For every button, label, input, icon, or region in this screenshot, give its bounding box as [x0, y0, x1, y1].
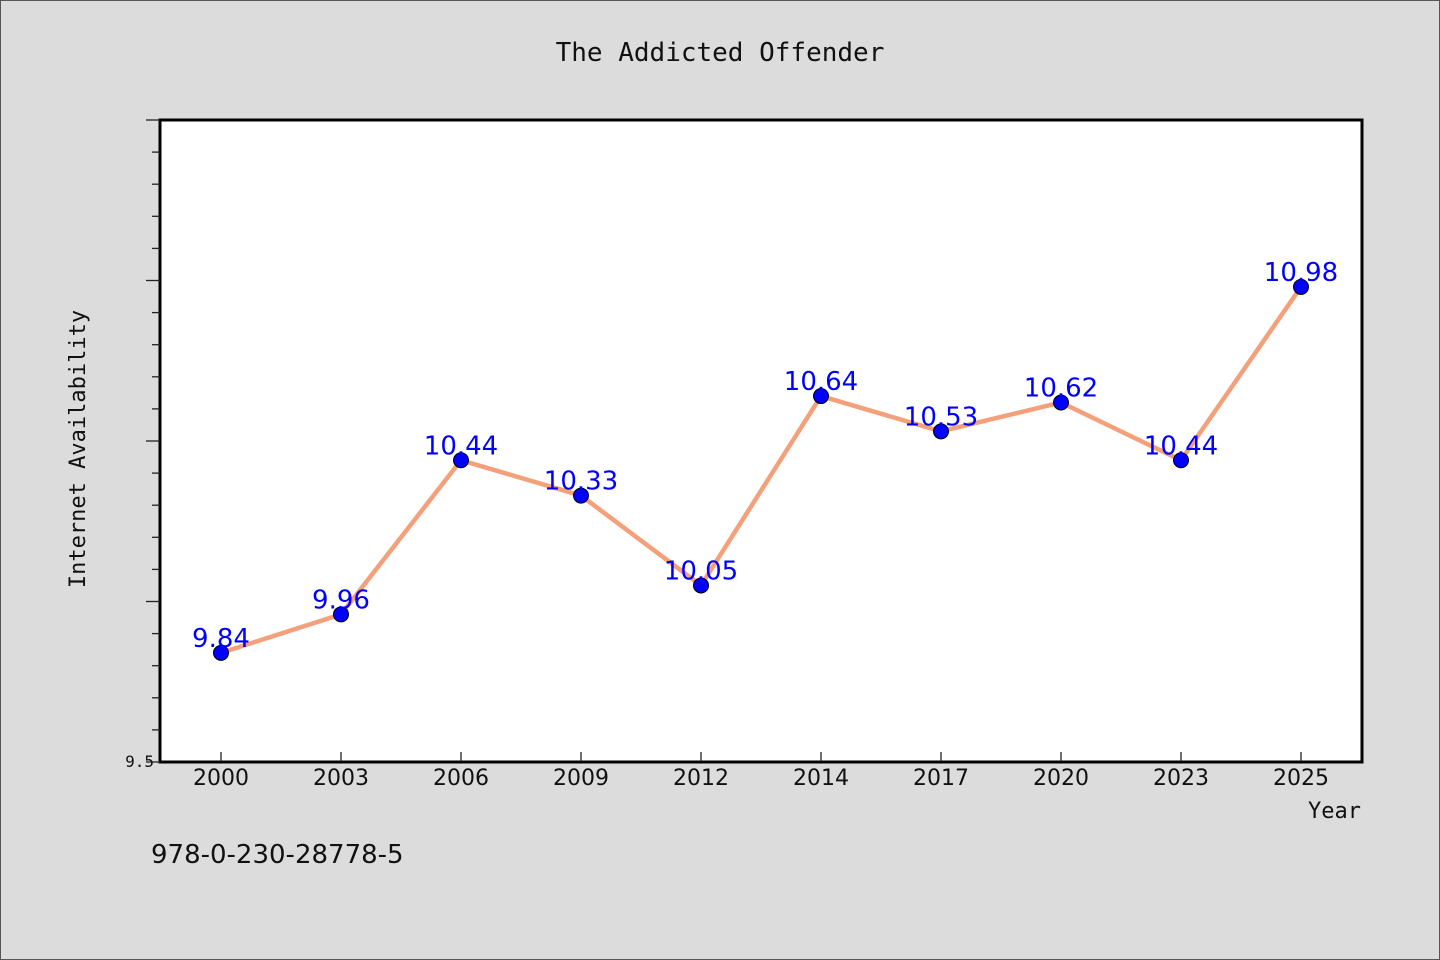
x-tick-label: 2025 [1273, 766, 1329, 791]
data-point-marker [333, 606, 349, 623]
data-label: 10.62 [1024, 373, 1098, 403]
data-point-marker [1173, 452, 1189, 469]
data-label: 10.33 [544, 467, 618, 497]
data-label: 10.05 [664, 556, 738, 586]
x-tick-label: 2006 [433, 766, 489, 791]
x-tick-label: 2023 [1153, 766, 1209, 791]
data-point-marker [573, 487, 589, 504]
series-line [218, 284, 1304, 656]
data-markers [213, 278, 1309, 661]
data-point-marker [453, 452, 469, 469]
data-labels: 9.84 9.96 10.44 10.33 10.05 10.64 10.53 10.62 10… [192, 258, 1338, 654]
series-line-group [218, 284, 1304, 656]
footer-isbn: 978-0-230-28778-5 [151, 840, 404, 870]
y-tick-label: 9.5 [125, 752, 154, 771]
data-label: 10.98 [1264, 258, 1338, 288]
x-tick-label: 2014 [793, 766, 849, 791]
data-point-marker [1293, 278, 1309, 295]
x-axis-ticks: 2000 2003 2006 2009 2012 2014 2017 2020 2023 2025 [193, 752, 1329, 791]
plot-area [158, 118, 1364, 764]
x-tick-label: 2012 [673, 766, 729, 791]
data-label: 10.44 [424, 431, 498, 461]
x-tick-label: 2017 [913, 766, 969, 791]
x-tick-label: 2003 [313, 766, 369, 791]
x-tick-label: 2009 [553, 766, 609, 791]
data-point-marker [213, 644, 229, 661]
x-tick-label: 2020 [1033, 766, 1089, 791]
data-label: 10.44 [1144, 431, 1218, 461]
data-point-marker [813, 388, 829, 405]
data-label: 10.53 [904, 402, 978, 432]
data-label: 9.96 [312, 585, 370, 615]
x-tick-label: 2000 [193, 766, 249, 791]
data-point-marker [1053, 394, 1069, 411]
chart-title: The Addicted Offender [556, 38, 885, 68]
y-axis-ticks: 9.5 [125, 119, 160, 771]
data-point-marker [933, 423, 949, 440]
x-axis-label: Year [1308, 799, 1361, 824]
y-axis-label: Internet Availability [66, 310, 91, 588]
data-label: 9.84 [192, 624, 250, 654]
data-label: 10.64 [784, 367, 858, 397]
data-point-marker [693, 577, 709, 594]
